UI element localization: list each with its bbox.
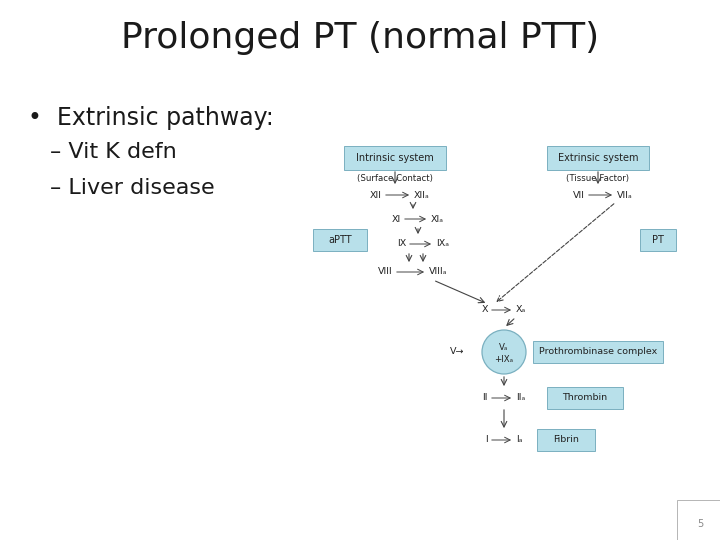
Text: (Tissue Factor): (Tissue Factor) [567,173,629,183]
Text: Prothrombinase complex: Prothrombinase complex [539,348,657,356]
Text: 5: 5 [697,519,703,529]
Text: IIₐ: IIₐ [516,394,526,402]
Text: •  Extrinsic pathway:: • Extrinsic pathway: [28,106,274,130]
Text: aPTT: aPTT [328,235,352,245]
Text: VIIIₐ: VIIIₐ [429,267,448,276]
Text: – Liver disease: – Liver disease [50,178,215,198]
FancyBboxPatch shape [537,429,595,451]
Text: PT: PT [652,235,664,245]
Text: Extrinsic system: Extrinsic system [558,153,638,163]
FancyBboxPatch shape [313,229,367,251]
Text: XIₐ: XIₐ [431,214,444,224]
Text: X: X [482,306,488,314]
Text: Thrombin: Thrombin [562,394,608,402]
Text: VIII: VIII [378,267,393,276]
FancyBboxPatch shape [640,229,676,251]
Text: +IXₐ: +IXₐ [495,354,513,363]
Text: Vₐ: Vₐ [500,343,508,353]
FancyBboxPatch shape [547,387,623,409]
Text: XIIₐ: XIIₐ [414,191,430,199]
FancyBboxPatch shape [547,146,649,170]
Circle shape [482,330,526,374]
Text: Xₐ: Xₐ [516,306,526,314]
Text: Intrinsic system: Intrinsic system [356,153,434,163]
Text: I: I [485,435,488,444]
Text: XI: XI [392,214,401,224]
Text: Prolonged PT (normal PTT): Prolonged PT (normal PTT) [121,21,599,55]
Text: XII: XII [370,191,382,199]
Text: VII: VII [573,191,585,199]
FancyBboxPatch shape [533,341,663,363]
Text: VIIₐ: VIIₐ [617,191,633,199]
FancyBboxPatch shape [344,146,446,170]
Text: Fibrin: Fibrin [553,435,579,444]
Text: Iₐ: Iₐ [516,435,523,444]
Text: (Surface Contact): (Surface Contact) [357,173,433,183]
Text: V→: V→ [449,348,464,356]
Text: – Vit K defn: – Vit K defn [50,142,176,162]
Text: II: II [482,394,488,402]
Text: IX: IX [397,240,406,248]
Text: IXₐ: IXₐ [436,240,449,248]
